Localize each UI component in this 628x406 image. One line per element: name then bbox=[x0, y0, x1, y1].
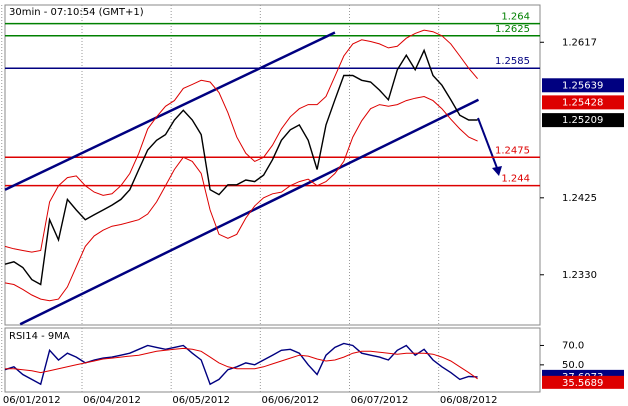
series-line bbox=[4, 29, 478, 253]
x-tick-label: 06/04/2012 bbox=[83, 395, 141, 406]
level-label: 1.2585 bbox=[495, 56, 530, 67]
x-tick-label: 06/01/2012 bbox=[3, 395, 61, 406]
y-tick-label: 1.2330 bbox=[562, 270, 597, 281]
price-box bbox=[542, 78, 624, 93]
rsi-title: RSI14 - 9MA bbox=[9, 331, 70, 342]
y-tick-label: 1.2617 bbox=[562, 37, 597, 48]
price-box bbox=[542, 113, 624, 128]
value-box-label: 35.5689 bbox=[562, 378, 603, 389]
x-tick-label: 06/08/2012 bbox=[440, 395, 498, 406]
trend-line bbox=[19, 98, 480, 326]
level-label: 1.264 bbox=[501, 12, 530, 23]
level-label: 1.244 bbox=[501, 174, 530, 185]
price-panel bbox=[4, 4, 541, 326]
arrow-head bbox=[492, 166, 502, 176]
series-line bbox=[5, 347, 478, 380]
y-tick-label: 1.2425 bbox=[562, 193, 597, 204]
value-box bbox=[542, 375, 624, 389]
x-tick-label: 06/07/2012 bbox=[351, 395, 409, 406]
level-label: 1.2625 bbox=[495, 24, 530, 35]
series-line bbox=[4, 342, 478, 386]
x-tick-label: 06/06/2012 bbox=[262, 395, 320, 406]
price-box-label: 1.25428 bbox=[562, 97, 603, 108]
y-tick-label: 70.0 bbox=[562, 340, 584, 351]
series-line bbox=[4, 95, 478, 302]
trend-line bbox=[4, 31, 336, 191]
level-label: 1.2475 bbox=[495, 145, 530, 156]
series-line bbox=[4, 48, 478, 286]
rsi-panel bbox=[4, 327, 541, 393]
arrow-shaft bbox=[477, 117, 498, 169]
price-box bbox=[542, 95, 624, 110]
y-tick-label: 50.0 bbox=[562, 360, 584, 371]
x-tick-label: 06/05/2012 bbox=[172, 395, 230, 406]
price-box-label: 1.25639 bbox=[562, 80, 603, 91]
chart-title: 30min - 07:10:54 (GMT+1) bbox=[9, 7, 144, 18]
price-box-label: 1.25209 bbox=[562, 115, 603, 126]
